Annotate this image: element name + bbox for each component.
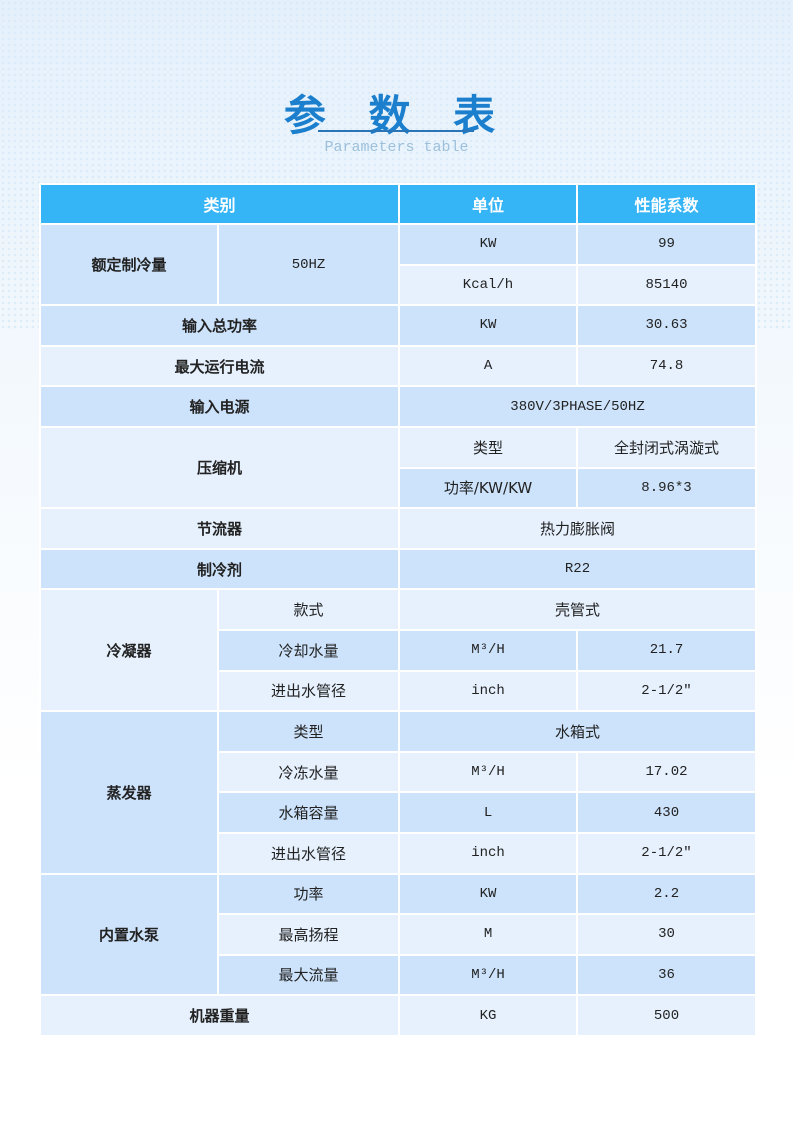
table-cell: Kcal/h bbox=[400, 265, 577, 305]
table-header-row: 类别 单位 性能系数 bbox=[41, 185, 756, 223]
table-cell: 17.02 bbox=[578, 752, 756, 792]
column-header: 类别 bbox=[41, 185, 399, 223]
row-category-cell: 蒸发器 bbox=[41, 712, 217, 873]
table-row: 输入总功率 KW 30.63 bbox=[41, 306, 756, 345]
table-cell: 类型 bbox=[400, 427, 577, 467]
table-cell: inch bbox=[400, 833, 577, 873]
table-cell: L bbox=[400, 793, 577, 832]
table-cell: KW bbox=[400, 306, 577, 345]
page-title: 参 数 表 bbox=[283, 91, 510, 140]
page-subtitle: Parameters table bbox=[324, 139, 469, 156]
table-cell: KW bbox=[400, 225, 577, 264]
table-row: 功率/KW/KW 8.96*3 bbox=[41, 468, 756, 508]
table-row: 冷凝器 款式 壳管式 bbox=[41, 590, 756, 711]
parameters-table: 类别 单位 性能系数 额定制冷量 50HZ KW 99 Kcal/h 85140 输入总功率 KW… bbox=[39, 183, 758, 1037]
table-cell: A bbox=[400, 346, 577, 386]
column-header: 单位 bbox=[400, 185, 577, 223]
table-cell: R22 bbox=[400, 549, 756, 589]
table-cell: 类型 bbox=[219, 712, 399, 751]
row-category-cell: 输入总功率 bbox=[41, 306, 399, 345]
table-cell: 全封闭式涡漩式 bbox=[578, 427, 756, 467]
table-cell: 2-1/2″ bbox=[578, 671, 756, 711]
row-category-cell: 最大运行电流 bbox=[41, 346, 399, 386]
row-category-cell: 输入电源 bbox=[41, 387, 399, 426]
table-cell: M³/H bbox=[400, 752, 577, 792]
table-row: 机器重量 KG 500 bbox=[41, 996, 756, 1035]
table-cell: 水箱式 bbox=[400, 712, 756, 751]
row-category-cell: 内置水泵 bbox=[41, 874, 217, 995]
row-category-cell: 冷凝器 bbox=[41, 590, 217, 711]
table-cell: 30 bbox=[578, 915, 756, 954]
table-cell: M³/H bbox=[400, 630, 577, 670]
table-cell: 壳管式 bbox=[400, 590, 756, 629]
table-row: 内置水泵 功率 KW 2.2 bbox=[41, 874, 756, 995]
table-row: 蒸发器 类型 水箱式 bbox=[41, 712, 756, 873]
table-cell: 水箱容量 bbox=[219, 793, 399, 832]
table-cell: 2-1/2″ bbox=[578, 833, 756, 873]
table-cell: KW bbox=[400, 874, 577, 914]
table-row: 最大运行电流 A 74.8 bbox=[41, 346, 756, 386]
table-row: 最高扬程 M 30 bbox=[41, 915, 756, 954]
row-category-cell: 制冷剂 bbox=[41, 549, 399, 589]
table-row: 压缩机 类型 全封闭式涡漩式 bbox=[41, 427, 756, 508]
table-cell: 74.8 bbox=[578, 346, 756, 386]
table-cell: 进出水管径 bbox=[219, 671, 399, 711]
table-cell: 功率 bbox=[219, 874, 399, 914]
table-row: 额定制冷量 50HZ KW 99 bbox=[41, 225, 756, 305]
table-cell: 2.2 bbox=[578, 874, 756, 914]
table-row: 冷冻水量 M³/H 17.02 bbox=[41, 752, 756, 792]
row-category-cell: 额定制冷量 bbox=[41, 225, 217, 305]
table-cell: 最高扬程 bbox=[219, 915, 399, 954]
table-row: 进出水管径 inch 2-1/2″ bbox=[41, 833, 756, 873]
table-cell: 85140 bbox=[578, 265, 756, 305]
title-underline bbox=[318, 130, 474, 132]
table-cell: M³/H bbox=[400, 955, 577, 995]
table-cell: 款式 bbox=[219, 590, 399, 629]
table-row: 进出水管径 inch 2-1/2″ bbox=[41, 671, 756, 711]
table-row: 输入电源 380V/3PHASE/50HZ bbox=[41, 387, 756, 426]
table-cell: 冷却水量 bbox=[219, 630, 399, 670]
row-category-cell: 节流器 bbox=[41, 509, 399, 548]
table-cell: 99 bbox=[578, 225, 756, 264]
column-header: 性能系数 bbox=[578, 185, 756, 223]
table-cell: 进出水管径 bbox=[219, 833, 399, 873]
row-category-cell: 压缩机 bbox=[41, 427, 399, 508]
table-cell: 30.63 bbox=[578, 306, 756, 345]
table-cell: 21.7 bbox=[578, 630, 756, 670]
table-cell: inch bbox=[400, 671, 577, 711]
table-row: 制冷剂 R22 bbox=[41, 549, 756, 589]
table-row: 水箱容量 L 430 bbox=[41, 793, 756, 832]
table-cell: 功率/KW/KW bbox=[400, 468, 577, 508]
table-row: 节流器 热力膨胀阀 bbox=[41, 509, 756, 548]
table-cell: 380V/3PHASE/50HZ bbox=[400, 387, 756, 426]
table-cell: 50HZ bbox=[219, 225, 399, 305]
table-cell: 500 bbox=[578, 996, 756, 1035]
table-cell: 冷冻水量 bbox=[219, 752, 399, 792]
table-row: Kcal/h 85140 bbox=[41, 265, 756, 305]
table-row: 最大流量 M³/H 36 bbox=[41, 955, 756, 995]
row-category-cell: 机器重量 bbox=[41, 996, 399, 1035]
table-cell: 36 bbox=[578, 955, 756, 995]
table-cell: 最大流量 bbox=[219, 955, 399, 995]
table-cell: KG bbox=[400, 996, 577, 1035]
table-row: 冷却水量 M³/H 21.7 bbox=[41, 630, 756, 670]
table-cell: 8.96*3 bbox=[578, 468, 756, 508]
table-cell: 热力膨胀阀 bbox=[400, 509, 756, 548]
table-cell: M bbox=[400, 915, 577, 954]
table-cell: 430 bbox=[578, 793, 756, 832]
